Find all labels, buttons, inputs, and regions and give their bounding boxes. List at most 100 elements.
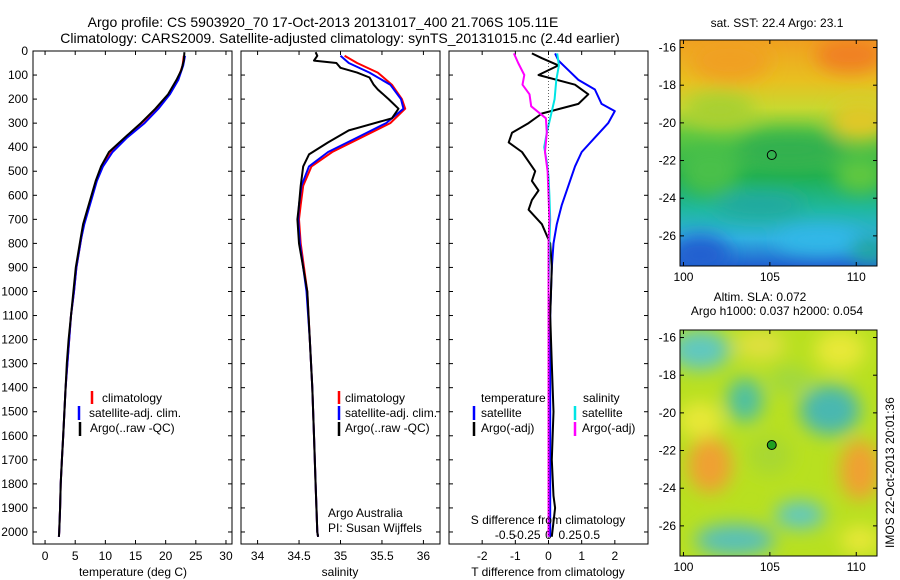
difference-legend: temperature salinity satellite Argo(-adj… [472, 391, 635, 436]
s-tick-label: 0.5 [583, 528, 600, 542]
sla-float-marker [766, 439, 777, 450]
sla-map-frame [679, 329, 878, 557]
series-line-satellite-adj--clim- [57, 55, 186, 537]
legend-label-temp-satellite: satellite [481, 406, 522, 420]
series-line-temperature-argo--adj- [507, 52, 590, 537]
pi-note: PI: Susan Wijffels [328, 521, 422, 535]
x-tick-label: 35.5 [370, 549, 394, 563]
legend-label-sal-argo: Argo(-adj) [582, 421, 635, 435]
map-y-tick-label: -26 [659, 229, 677, 243]
x-tick-label: 0 [545, 549, 552, 563]
depth-tick-label: 100 [8, 68, 28, 82]
salinity-x-axis: 34 34.5 35 35.5 36 [251, 51, 431, 563]
sst-float-marker [766, 149, 777, 160]
series-line-argo---raw--qc- [57, 52, 186, 537]
legend-title-salinity: salinity [583, 391, 620, 405]
map-y-tick-label: -24 [659, 481, 677, 495]
series-line-temperature-satellite [549, 52, 616, 537]
x-tick-label: 1 [578, 549, 585, 563]
legend-label-sal-satellite: satellite [582, 406, 623, 420]
depth-tick-label: 400 [8, 140, 28, 154]
legend-label-argo: Argo(..raw -QC) [345, 421, 430, 435]
map-x-tick-label: 105 [760, 270, 780, 284]
legend-label-climatology: climatology [345, 391, 405, 405]
x-tick-label: 10 [99, 549, 113, 563]
x-tick-label: 36 [417, 549, 431, 563]
series-line-argo---raw--qc- [296, 51, 400, 537]
difference-lines [507, 52, 616, 537]
sla-map-title1: Altim. SLA: 0.072 [714, 290, 807, 304]
map-x-tick-label: 100 [673, 270, 693, 284]
depth-axis: 0 100 200 300 400 500 600 700 800 900 1000 1100 1200… [1, 44, 648, 539]
legend-title-temperature: temperature [481, 391, 546, 405]
depth-tick-label: 1400 [1, 381, 28, 395]
difference-xlabel-bottom: T difference from climatology [471, 565, 625, 579]
series-line-climatology [57, 55, 185, 537]
map-y-tick-label: -22 [659, 154, 677, 168]
temperature-panel-frame [32, 50, 233, 545]
x-tick-label: 34 [251, 549, 265, 563]
map-y-tick-label: -20 [659, 116, 677, 130]
depth-tick-label: 0 [21, 44, 28, 58]
depth-tick-label: 1700 [1, 453, 28, 467]
map-x-tick-label: 110 [847, 560, 866, 574]
x-tick-label: 20 [159, 549, 173, 563]
header-line1: Argo profile: CS 5903920_70 17-Oct-2013 … [88, 14, 559, 30]
map-y-tick-label: -24 [659, 191, 677, 205]
x-tick-label: 34.5 [287, 549, 311, 563]
temperature-xlabel: temperature (deg C) [79, 565, 187, 579]
map-y-tick-label: -22 [659, 444, 677, 458]
x-tick-label: 15 [129, 549, 143, 563]
depth-tick-label: 900 [8, 260, 28, 274]
s-tick-label: -0.5 [495, 528, 516, 542]
depth-tick-label: 1000 [1, 284, 28, 298]
depth-tick-label: 500 [8, 164, 28, 178]
depth-tick-label: 300 [8, 116, 28, 130]
map-y-tick-label: -16 [659, 331, 677, 345]
x-tick-label: 5 [72, 549, 79, 563]
temperature-x-axis: 0 5 10 15 20 25 30 [42, 51, 233, 563]
map-x-tick-label: 110 [847, 270, 866, 284]
sla-map-title2: Argo h1000: 0.037 h2000: 0.054 [691, 304, 863, 318]
map-y-tick-label: -20 [659, 406, 677, 420]
sla-map-image [680, 330, 877, 556]
x-tick-label: 35 [334, 549, 348, 563]
x-tick-label: -1 [510, 549, 521, 563]
s-tick-label: -0.25 [513, 528, 541, 542]
sst-map-axes: -16 -18 -20 -22 -24 -26 100 105 110 [659, 40, 877, 284]
depth-tick-label: 1300 [1, 357, 28, 371]
depth-tick-label: 1500 [1, 405, 28, 419]
salinity-xlabel: salinity [322, 565, 359, 579]
depth-tick-label: 1900 [1, 501, 28, 515]
difference-xlabel-top: S difference from climatology [471, 513, 626, 527]
imos-credit: IMOS 22-Oct-2013 20:01:36 [883, 397, 897, 548]
depth-tick-label: 1800 [1, 477, 28, 491]
legend-label-temp-argo: Argo(-adj) [481, 421, 534, 435]
depth-tick-label: 2000 [1, 525, 28, 539]
x-tick-label: -2 [477, 549, 488, 563]
argo-australia-note: Argo Australia [328, 506, 403, 520]
depth-tick-label: 200 [8, 92, 28, 106]
series-line-salinity-argo--adj- [512, 52, 551, 537]
map-y-tick-label: -18 [659, 78, 677, 92]
x-tick-label: 25 [189, 549, 203, 563]
map-x-tick-label: 100 [673, 560, 693, 574]
header-line2: Climatology: CARS2009. Satellite-adjuste… [60, 30, 620, 46]
depth-tick-label: 700 [8, 212, 28, 226]
sla-map-axes: -16 -18 -20 -22 -24 -26 100 105 110 [659, 330, 877, 574]
depth-tick-label: 1200 [1, 333, 28, 347]
legend-label-argo: Argo(..raw -QC) [90, 421, 175, 435]
s-tick-label: 0.25 [558, 528, 582, 542]
map-y-tick-label: -18 [659, 368, 677, 382]
sst-map-frame [679, 39, 878, 267]
x-tick-label: 30 [219, 549, 233, 563]
legend-label-satellite: satellite-adj. clim. [89, 406, 181, 420]
depth-tick-label: 1600 [1, 429, 28, 443]
map-y-tick-label: -26 [659, 519, 677, 533]
depth-tick-label: 1100 [2, 309, 28, 323]
temperature-lines [57, 52, 186, 537]
legend-label-satellite: satellite-adj. clim. [345, 406, 437, 420]
salinity-lines [296, 51, 407, 537]
salinity-panel-frame [240, 50, 441, 545]
